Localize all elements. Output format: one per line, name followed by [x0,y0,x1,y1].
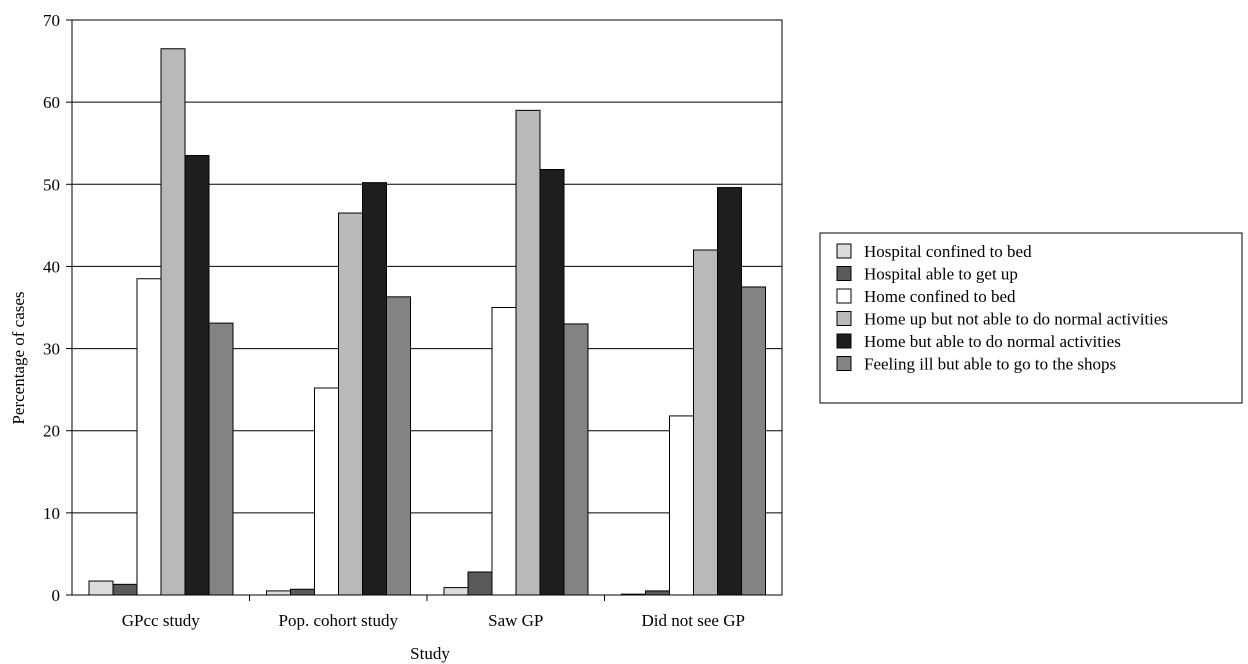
legend-swatch [836,311,852,326]
bar [539,169,565,596]
legend-swatch [836,333,852,349]
bar [491,307,517,596]
x-tick-label: GPcc study [122,611,200,630]
y-tick-label: 20 [43,422,60,441]
x-tick-label: Pop. cohort study [279,611,399,630]
legend-swatch [836,288,852,304]
y-tick-label: 0 [52,586,61,605]
bar [136,278,162,596]
bar [88,580,114,596]
bar [290,588,315,596]
legend-label: Home but able to do normal activities [864,332,1121,351]
bar [741,286,766,596]
x-axis-title: Study [410,644,450,663]
axes [66,19,783,601]
bar [362,182,387,596]
bar [208,322,234,596]
y-tick-label: 40 [43,257,60,276]
legend-label: Hospital able to get up [864,265,1018,284]
legend-box [819,232,1243,404]
y-tick-label: 10 [43,504,60,523]
y-axis-title: Percentage of cases [9,291,28,424]
x-tick-label: Saw GP [488,611,543,630]
legend-swatch [836,243,852,259]
y-tick-label: 60 [43,93,60,112]
bar [693,249,718,596]
y-tick-labels: 0 10 20 30 40 50 60 70 [43,11,60,605]
bar [386,296,411,596]
legend: Hospital confined to bed Hospital able to… [819,232,1243,404]
bar [184,155,210,596]
legend-label: Home confined to bed [864,287,1016,306]
bar [645,590,670,596]
bar [112,583,138,596]
bar [314,387,339,596]
bar [717,187,742,596]
x-tick-labels: GPcc study Pop. cohort study Saw GP Did not… [122,611,745,630]
bar [515,109,541,596]
bar [443,587,469,596]
bar [266,590,291,596]
y-tick-label: 70 [43,11,60,30]
x-tick-label: Did not see GP [642,611,745,630]
legend-label: Hospital confined to bed [864,242,1032,261]
legend-label: Feeling ill but able to go to the shops [864,355,1116,374]
bar [160,48,186,596]
y-tick-label: 30 [43,340,60,359]
bar [338,212,363,596]
legend-swatch [836,266,852,281]
bar [669,415,694,596]
y-tick-label: 50 [43,175,60,194]
bar [467,571,493,596]
bar [563,323,589,596]
bars [88,48,766,596]
legend-label: Home up but not able to do normal activi… [864,310,1168,329]
legend-swatch [836,356,852,371]
